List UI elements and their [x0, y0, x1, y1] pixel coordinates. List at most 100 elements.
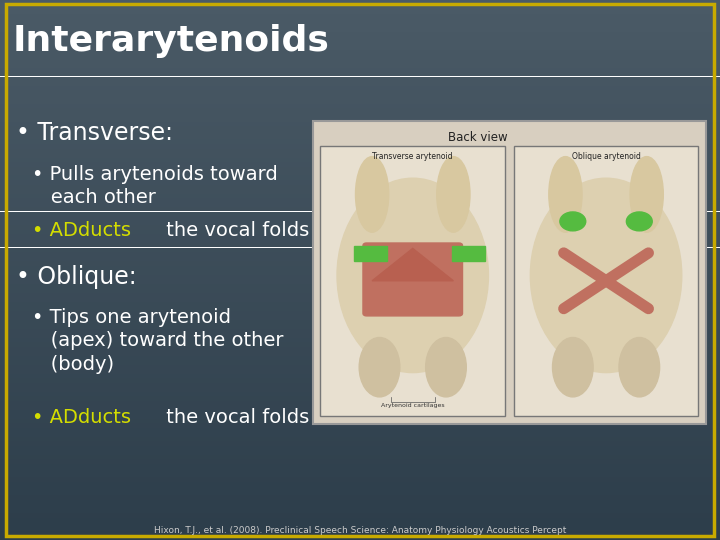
Bar: [0, 500, 720, 504]
Bar: [0, 31, 720, 36]
Bar: [0, 225, 720, 229]
Bar: [0, 139, 720, 144]
Bar: [0, 468, 720, 472]
FancyArrowPatch shape: [463, 252, 469, 256]
Bar: [0, 40, 720, 45]
Bar: [0, 266, 720, 270]
Bar: [0, 171, 720, 176]
Text: • Pulls arytenoids toward
   each other: • Pulls arytenoids toward each other: [32, 165, 278, 207]
Bar: [0, 85, 720, 90]
Ellipse shape: [426, 338, 467, 397]
Polygon shape: [372, 248, 454, 281]
Ellipse shape: [359, 338, 400, 397]
Ellipse shape: [619, 338, 660, 397]
Bar: [0, 347, 720, 351]
Ellipse shape: [531, 178, 682, 373]
Text: Hixon, T.J., et al. (2008). Preclinical Speech Science: Anatomy Physiology Acous: Hixon, T.J., et al. (2008). Preclinical …: [154, 525, 566, 535]
Bar: [0, 117, 720, 122]
Bar: [0, 522, 720, 526]
Ellipse shape: [552, 338, 593, 397]
FancyArrowPatch shape: [356, 252, 363, 256]
Bar: [0, 342, 720, 347]
Text: • Tips one arytenoid
   (apex) toward the other
   (body): • Tips one arytenoid (apex) toward the o…: [32, 308, 284, 374]
Bar: [0, 99, 720, 104]
Bar: [0, 158, 720, 162]
Bar: [0, 185, 720, 189]
Ellipse shape: [630, 157, 663, 232]
Bar: [0, 513, 720, 517]
Bar: [0, 338, 720, 342]
Bar: [0, 297, 720, 301]
Bar: [0, 162, 720, 166]
Bar: [0, 58, 720, 63]
Bar: [0, 108, 720, 112]
Bar: [0, 310, 720, 315]
Bar: [0, 482, 720, 486]
Bar: [0, 432, 720, 436]
Text: • Transverse:: • Transverse:: [16, 122, 173, 145]
Bar: [0, 382, 720, 387]
Bar: [0, 364, 720, 369]
Text: Back view: Back view: [448, 131, 508, 144]
Bar: [0, 36, 720, 40]
Text: • ADducts: • ADducts: [32, 221, 132, 240]
Bar: [0, 9, 720, 14]
Bar: [0, 333, 720, 338]
Bar: [320, 146, 505, 416]
Bar: [0, 193, 720, 198]
Bar: [0, 351, 720, 355]
Bar: [0, 504, 720, 509]
Bar: [0, 234, 720, 239]
Bar: [0, 63, 720, 68]
Bar: [0, 320, 720, 324]
Bar: [0, 472, 720, 477]
Bar: [0, 176, 720, 180]
Bar: [0, 463, 720, 468]
Bar: [313, 122, 706, 424]
Bar: [0, 279, 720, 284]
Bar: [0, 392, 720, 396]
Bar: [0, 328, 720, 333]
Text: Arytenoid cartilages: Arytenoid cartilages: [381, 403, 444, 408]
Bar: [0, 509, 720, 513]
Bar: [0, 135, 720, 139]
Bar: [0, 486, 720, 490]
Bar: [0, 54, 720, 58]
Bar: [0, 68, 720, 72]
Bar: [0, 355, 720, 360]
Bar: [0, 401, 720, 405]
Bar: [0, 490, 720, 495]
Bar: [0, 369, 720, 374]
Bar: [0, 360, 720, 364]
Bar: [0, 243, 720, 247]
Bar: [0, 207, 720, 212]
Bar: [0, 122, 720, 126]
Bar: [0, 104, 720, 108]
Bar: [0, 131, 720, 135]
Ellipse shape: [356, 157, 389, 232]
Bar: [0, 536, 720, 540]
Text: Transverse arytenoid: Transverse arytenoid: [372, 152, 453, 161]
FancyBboxPatch shape: [363, 243, 462, 316]
Bar: [0, 50, 720, 54]
Bar: [0, 301, 720, 306]
Text: • Oblique:: • Oblique:: [16, 265, 137, 288]
Bar: [0, 495, 720, 500]
Bar: [0, 166, 720, 171]
Bar: [0, 90, 720, 94]
Bar: [0, 72, 720, 77]
Bar: [0, 324, 720, 328]
Bar: [0, 126, 720, 131]
Bar: [0, 27, 720, 31]
Bar: [0, 180, 720, 185]
Bar: [0, 216, 720, 220]
Ellipse shape: [626, 212, 652, 231]
Bar: [0, 148, 720, 153]
Bar: [0, 220, 720, 225]
Bar: [0, 18, 720, 23]
Bar: [0, 405, 720, 409]
Bar: [0, 256, 720, 261]
Bar: [0, 526, 720, 531]
Bar: [0, 450, 720, 455]
Bar: [354, 246, 387, 261]
